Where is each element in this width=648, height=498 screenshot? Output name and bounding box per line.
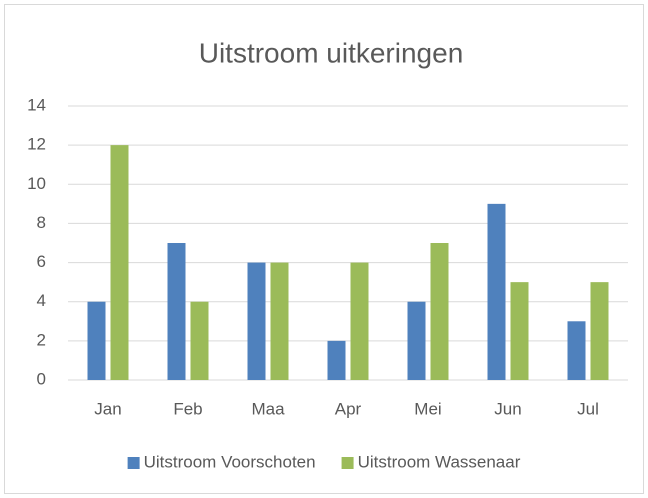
x-tick-label: Feb <box>173 399 202 418</box>
chart-title: Uitstroom uitkeringen <box>199 37 464 68</box>
y-tick-label: 2 <box>37 330 46 349</box>
y-tick-label: 8 <box>37 213 46 232</box>
x-tick-label: Jun <box>494 399 521 418</box>
bar <box>590 282 609 380</box>
y-tick-label: 10 <box>27 174 46 193</box>
bar <box>270 262 289 380</box>
bar <box>567 321 586 380</box>
bar <box>510 282 529 380</box>
bar <box>190 301 209 380</box>
chart-border <box>4 4 644 494</box>
bar <box>167 243 186 380</box>
bar <box>110 145 129 380</box>
y-tick-label: 6 <box>37 252 46 271</box>
bar <box>430 243 449 380</box>
x-tick-label: Apr <box>335 399 362 418</box>
bar <box>247 262 266 380</box>
y-tick-label: 0 <box>37 369 46 388</box>
bar <box>327 340 346 380</box>
legend-swatch <box>341 457 354 469</box>
y-tick-label: 12 <box>27 135 46 154</box>
x-tick-label: Jul <box>577 399 599 418</box>
legend-swatch <box>127 457 140 469</box>
y-tick-label: 4 <box>37 291 46 310</box>
x-tick-label: Maa <box>251 399 285 418</box>
bar <box>87 301 106 380</box>
bar <box>350 262 369 380</box>
x-tick-label: Jan <box>94 399 121 418</box>
bar <box>407 301 426 380</box>
x-tick-label: Mei <box>414 399 441 418</box>
bar <box>487 203 506 380</box>
legend-label: Uitstroom Voorschoten <box>144 452 316 471</box>
y-tick-label: 14 <box>27 95 46 114</box>
legend-label: Uitstroom Wassenaar <box>358 452 521 471</box>
